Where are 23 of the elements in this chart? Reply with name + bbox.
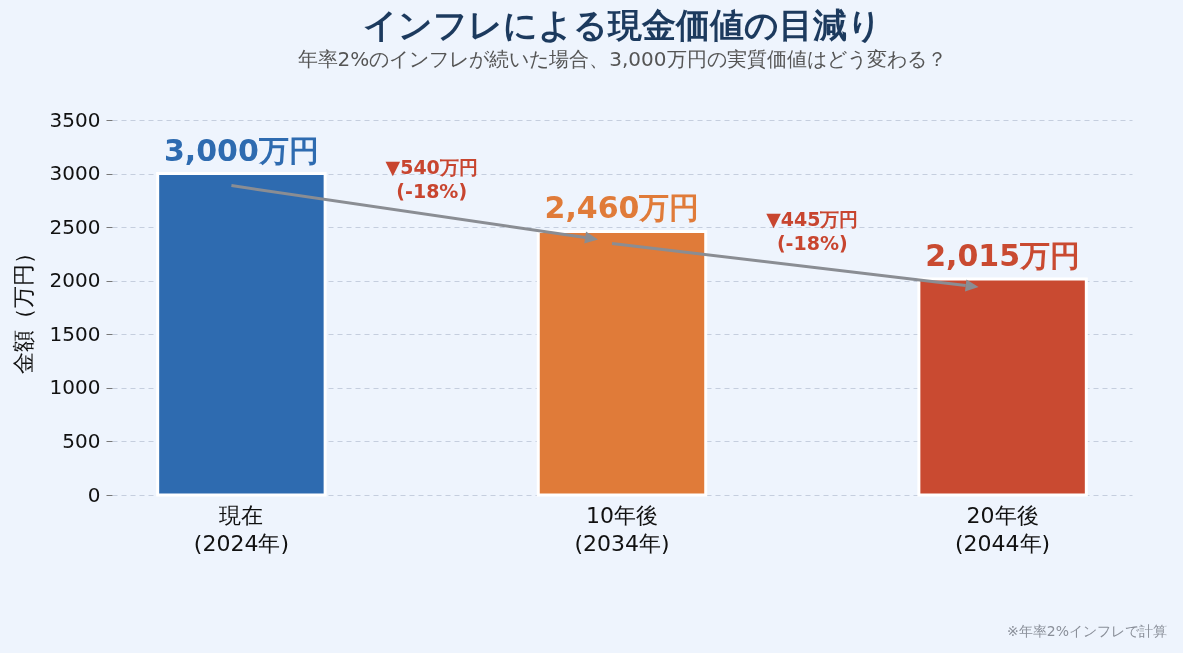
x-tick-label: 10年後 (2034年) [574, 502, 670, 556]
bar [917, 277, 1088, 497]
y-tick-label: 1000 [49, 375, 101, 400]
y-tick-label: 500 [62, 428, 101, 453]
bar [536, 229, 708, 497]
annotation: ▼540万円 (-18%) [385, 155, 478, 202]
chart-title: インフレによる現金価値の目減り [362, 5, 882, 45]
data-label: 2,460万円 [544, 190, 700, 226]
y-tick-label: 1500 [49, 321, 101, 346]
data-label: 3,000万円 [163, 132, 319, 168]
chart-subtitle: 年率2%のインフレが続いた場合、3,000万円の実質価値はどう変わる？ [297, 47, 947, 71]
y-tick-label: 0 [87, 482, 101, 507]
y-tick-label: 2000 [49, 268, 101, 293]
x-tick-label: 20年後 (2044年) [955, 502, 1051, 556]
y-tick-label: 2500 [49, 214, 101, 239]
data-label: 2,015万円 [925, 238, 1081, 274]
y-axis-title: 金額（万円） [10, 242, 36, 374]
x-tick-label: 現在 (2024年) [193, 502, 289, 556]
y-tick-label: 3500 [49, 107, 101, 132]
bar [156, 172, 327, 497]
annotation: ▼445万円 (-18%) [766, 208, 859, 255]
y-tick-label: 3000 [49, 161, 101, 186]
text: ※年率2%インフレで計算 [1007, 623, 1167, 641]
